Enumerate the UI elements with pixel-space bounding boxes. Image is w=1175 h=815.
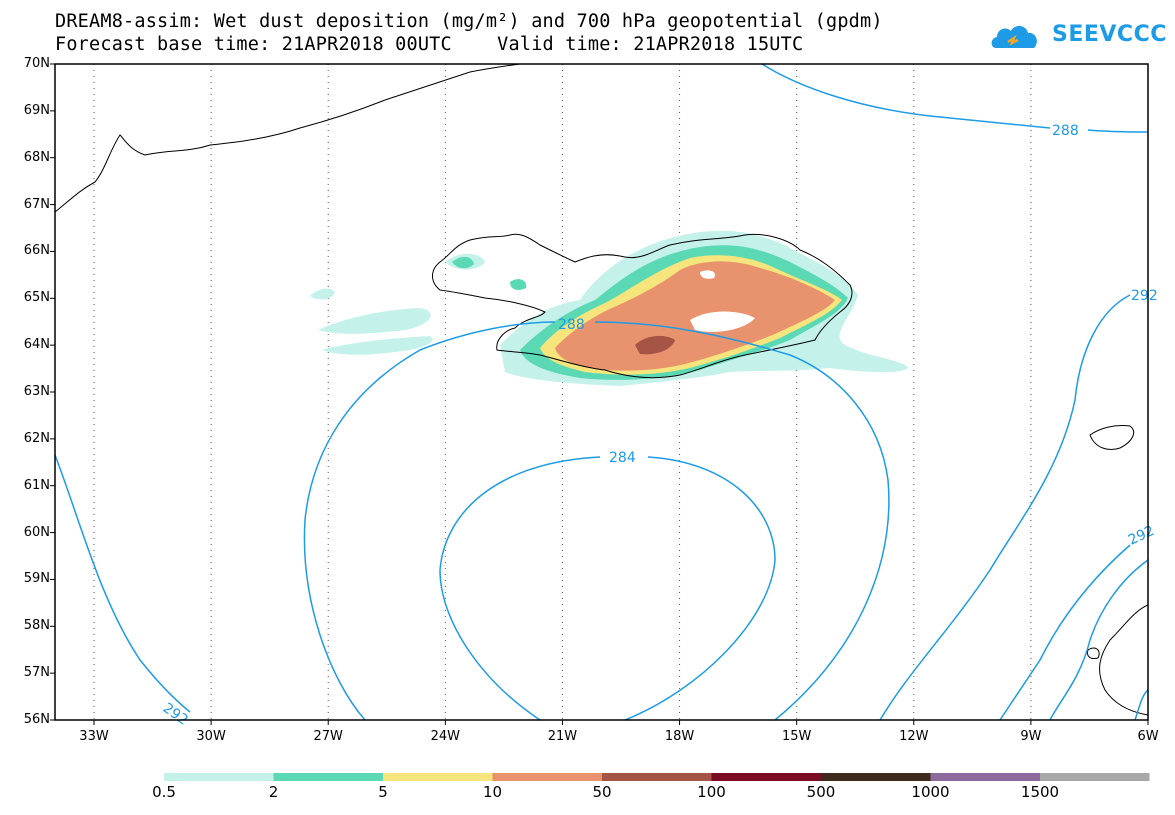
- longitude-label: 24W: [430, 729, 461, 744]
- coastline-greenland: [54, 63, 521, 213]
- latitude-label: 56N: [23, 712, 50, 727]
- latitude-label: 66N: [23, 243, 50, 259]
- latitude-label: 67N: [23, 196, 50, 212]
- longitude-label: 18W: [664, 729, 695, 744]
- latitude-label: 64N: [23, 337, 50, 353]
- logo-text: SEEVCCC: [1052, 22, 1167, 47]
- colorbar-label: 1500: [1020, 783, 1060, 801]
- latitude-label: 61N: [23, 477, 50, 493]
- latitude-label: 63N: [23, 384, 50, 399]
- colorbar-label: 0.5: [152, 783, 176, 801]
- longitude-label: 6W: [1137, 729, 1159, 744]
- colorbar-label: 100: [697, 783, 726, 801]
- coastline-islands: [1087, 647, 1100, 659]
- contour-288-north: [761, 63, 1149, 133]
- longitude-label: 9W: [1020, 729, 1042, 744]
- colorbar-swatch: [821, 773, 931, 781]
- contour-label: 288: [1052, 123, 1079, 139]
- colorbar-label: 5: [378, 783, 388, 801]
- cloud-icon: [991, 25, 1037, 48]
- coastline-faroe: [1089, 425, 1135, 450]
- latitude-label: 68N: [23, 149, 50, 165]
- latitude-label: 62N: [23, 430, 50, 446]
- longitude-label: 15W: [781, 729, 812, 744]
- longitude-label: 12W: [899, 729, 929, 744]
- colorbar-swatch: [711, 773, 821, 781]
- dust-contour-light: [310, 288, 335, 300]
- colorbar-label: 2: [268, 783, 279, 801]
- colorbar-label: 10: [482, 783, 503, 801]
- dust-contour-light: [318, 308, 431, 334]
- coastlines: [54, 63, 1149, 716]
- contour-292-east3: [1049, 559, 1149, 721]
- colorbar-swatch: [383, 773, 493, 781]
- latitude-label: 65N: [23, 290, 50, 306]
- contour-292-east2: [999, 544, 1131, 721]
- longitude-label: 21W: [547, 729, 578, 744]
- contour-label: 288: [558, 317, 585, 333]
- dust-contour-brown: [635, 335, 675, 355]
- colorbar: [164, 773, 1150, 781]
- colorbar-swatch: [930, 773, 1040, 781]
- geopotential-contours: [54, 63, 1149, 721]
- latitude-label: 57N: [23, 665, 50, 681]
- grid-lines: [93, 64, 1032, 720]
- coastline-iceland: [432, 233, 853, 379]
- latitude-label: 70N: [23, 56, 50, 71]
- longitude-label: 30W: [196, 729, 226, 744]
- contour-label: 292: [1131, 288, 1158, 304]
- dust-contour-orange: [555, 261, 835, 371]
- contour-292-corner: [1134, 689, 1149, 721]
- longitude-label: 33W: [79, 729, 109, 744]
- contour-label: 284: [609, 450, 636, 466]
- latitude-label: 59N: [23, 571, 50, 587]
- latitude-label: 69N: [23, 102, 50, 118]
- colorbar-swatch: [492, 773, 602, 781]
- colorbar-label: 1000: [911, 783, 950, 801]
- colorbar-swatch: [164, 773, 274, 781]
- dust-contour-green: [452, 256, 474, 269]
- dust-free-area: [700, 270, 716, 279]
- dust-contour-light: [322, 336, 433, 355]
- colorbar-swatch: [1040, 773, 1150, 781]
- contour-284: [439, 456, 776, 721]
- contour-292-east1: [879, 294, 1131, 721]
- dust-deposition-field: [310, 230, 908, 386]
- latitude-label: 58N: [23, 618, 50, 634]
- coastline-scotland: [1099, 604, 1149, 716]
- longitude-label: 27W: [313, 729, 343, 744]
- latitude-label: 60N: [23, 524, 50, 540]
- title-line-2: Forecast base time: 21APR2018 00UTC Vali…: [55, 34, 804, 55]
- dust-free-area: [690, 311, 755, 332]
- colorbar-label: 50: [592, 783, 612, 801]
- contour-288-main: [303, 321, 890, 721]
- colorbar-swatch: [602, 773, 712, 781]
- title-line-1: DREAM8-assim: Wet dust deposition (mg/m²…: [55, 11, 883, 32]
- dust-contour-green: [510, 279, 527, 290]
- colorbar-label: 500: [806, 783, 836, 801]
- contour-292-west: [54, 454, 191, 713]
- colorbar-swatch: [273, 773, 383, 781]
